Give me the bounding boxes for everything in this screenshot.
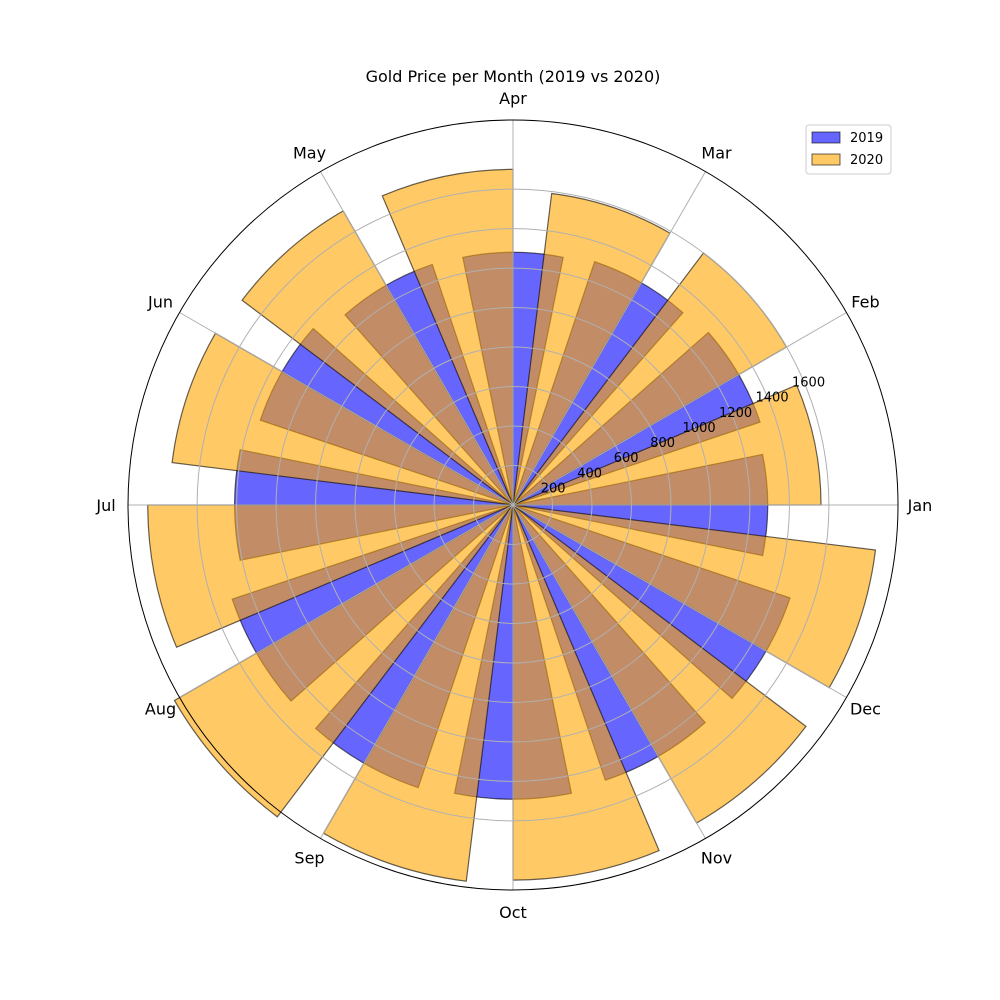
grid-circle-800: [354, 346, 672, 664]
month-label-mar: Mar: [701, 144, 732, 163]
bar-2020-aug: [173, 504, 514, 818]
grid-circle-1200: [275, 267, 751, 743]
month-label-oct: Oct: [499, 903, 527, 922]
legend: 2019 2020: [805, 124, 892, 175]
r-tick-200: 200: [541, 481, 566, 496]
spoke-feb: [512, 312, 847, 506]
spoke-dec: [512, 504, 847, 698]
r-tick-600: 600: [614, 451, 639, 466]
bar-2020-oct: [512, 504, 660, 881]
bar-2020-dec: [512, 504, 877, 689]
legend-label-2020: 2020: [850, 153, 883, 168]
bar-2020-apr: [381, 168, 514, 506]
r-tick-800: 800: [650, 436, 675, 451]
grid-circle-400: [433, 425, 593, 585]
month-label-jun: Jun: [147, 293, 173, 312]
grid-circle-1400: [236, 228, 790, 782]
month-label-aug: Aug: [145, 700, 176, 719]
spoke-may: [320, 171, 514, 506]
polar-frame: [127, 119, 899, 891]
bar-2020-jan: [512, 384, 822, 506]
spoke-jun: [179, 312, 514, 506]
r-tick-1200: 1200: [719, 406, 752, 421]
month-label-sep: Sep: [294, 848, 324, 867]
spoke-sep: [320, 504, 514, 839]
grid-circle-1600: [196, 188, 830, 822]
chart-title: Gold Price per Month (2019 vs 2020): [366, 67, 661, 86]
bar-2020-nov: [512, 504, 807, 824]
month-label-jul: Jul: [95, 496, 115, 515]
r-tick-400: 400: [577, 466, 602, 481]
spoke-aug: [179, 504, 514, 698]
month-label-nov: Nov: [701, 848, 732, 867]
r-tick-1000: 1000: [683, 421, 716, 436]
legend-swatch-2019: [811, 131, 841, 144]
bar-2020-jun: [171, 332, 514, 506]
grid-circle-600: [394, 386, 632, 624]
month-label-feb: Feb: [851, 293, 879, 312]
r-tick-1600: 1600: [792, 376, 825, 391]
spoke-nov: [512, 504, 706, 839]
legend-label-2019: 2019: [850, 131, 883, 146]
month-label-jan: Jan: [907, 496, 933, 515]
legend-swatch-2020: [811, 153, 841, 166]
month-label-may: May: [293, 144, 326, 163]
bar-2020-may: [241, 210, 514, 506]
r-tick-1400: 1400: [756, 391, 789, 406]
spoke-mar: [512, 171, 706, 506]
grid-circle-200: [473, 465, 553, 545]
month-label-dec: Dec: [850, 700, 881, 719]
month-label-apr: Apr: [499, 89, 527, 108]
grid-circle-1000: [315, 307, 711, 703]
